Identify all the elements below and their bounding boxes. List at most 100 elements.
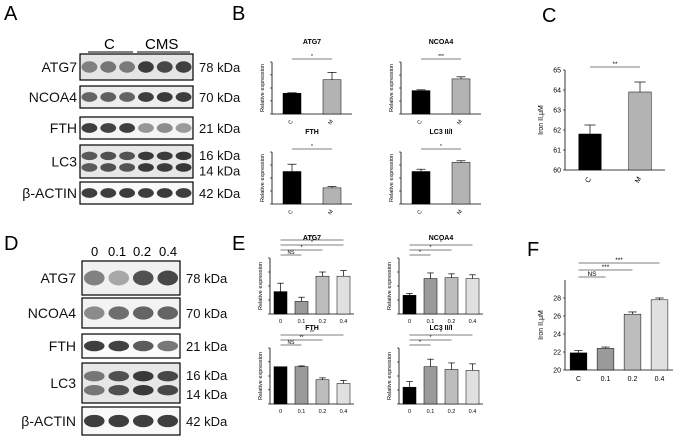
bar-c xyxy=(282,171,302,205)
chart-b-fth: FTH Relative expression C M * xyxy=(260,129,352,216)
blot-band-lc3-4-0 xyxy=(156,151,173,161)
blot-band-lc3-2-1 xyxy=(119,163,135,172)
protein-label-actin: β-ACTIN xyxy=(22,185,77,201)
blot-band-lc3-5-0 xyxy=(175,151,192,161)
category-label: 0.1 xyxy=(601,376,611,383)
y-axis-label: Iron II,μM xyxy=(538,105,545,135)
category-label: 0.1 xyxy=(298,319,306,325)
bar-m xyxy=(451,78,471,115)
blot-band-ncoa4-5-0 xyxy=(175,92,192,102)
protein-label-atg7: ATG7 xyxy=(40,270,76,286)
protein-label-lc3: LC3 xyxy=(50,375,76,391)
kda-label-lc3-0: 16 kDa xyxy=(199,148,241,163)
protein-label-fth: FTH xyxy=(49,338,76,354)
kda-label-actin-0: 42 kDa xyxy=(186,414,228,429)
significance-label: * xyxy=(311,54,313,60)
bar-0-4 xyxy=(465,370,480,405)
category-label: M xyxy=(456,209,464,216)
bar-0 xyxy=(273,291,288,315)
bar-0-4 xyxy=(336,275,351,315)
significance-label: * xyxy=(430,245,432,251)
y-axis-label: Relative expression xyxy=(387,352,393,400)
blot-strip-fth xyxy=(79,116,194,140)
blot-band-ncoa4-0-0 xyxy=(83,306,105,320)
y-axis-label: Relative expression xyxy=(389,154,395,202)
y-axis-label: Relative expression xyxy=(389,64,395,112)
bar-0-2 xyxy=(444,369,459,405)
panel-letter-f: F xyxy=(527,239,539,261)
chart-e-ncoa4: NCOA4 Relative expression 0 0.1 0.2 0.4 * * * xyxy=(387,235,483,325)
bar-c xyxy=(411,90,431,115)
blot-band-lc3-3-0 xyxy=(138,151,154,161)
significance-label: * xyxy=(419,340,421,346)
category-label: 0.2 xyxy=(319,409,327,415)
protein-label-lc3: LC3 xyxy=(51,154,77,170)
blot-band-atg7-2-0 xyxy=(119,61,135,73)
significance-label: NS xyxy=(288,250,296,256)
bar-0-1 xyxy=(294,301,309,315)
blot-strip-lc3 xyxy=(81,362,181,404)
category-label: 0 xyxy=(408,319,411,325)
blot-band-actin-1-0 xyxy=(100,188,117,198)
blot-band-lc3-1-0 xyxy=(100,151,117,161)
blot-strip-ncoa4 xyxy=(79,85,194,109)
blot-band-actin-5-0 xyxy=(175,188,192,198)
dose-label-0: 0 xyxy=(91,244,98,259)
bar-0 xyxy=(402,295,417,315)
significance-label: * xyxy=(419,250,421,256)
blot-band-ncoa4-4-0 xyxy=(156,92,173,102)
blot-band-fth-3-0 xyxy=(138,123,154,133)
significance-label: * xyxy=(440,144,442,150)
blot-band-lc3-2-0 xyxy=(132,371,154,382)
chart-e-fth: FTH Relative expression 0 0.1 0.2 0.4 NS ** ** xyxy=(258,325,354,415)
blot-band-ncoa4-2-0 xyxy=(132,306,154,320)
chart-title: LC3 II/I xyxy=(430,129,453,136)
significance-label: * xyxy=(311,144,313,150)
y-axis-label: Relative expression xyxy=(260,64,266,112)
significance-label: ** xyxy=(300,335,304,341)
category-label: 0 xyxy=(408,409,411,415)
blot-band-lc3-2-0 xyxy=(119,151,135,161)
blot-band-actin-1-0 xyxy=(108,414,130,428)
y-tick-label: 24 xyxy=(553,332,561,339)
protein-label-ncoa4: NCOA4 xyxy=(28,305,76,321)
blot-band-lc3-0-1 xyxy=(81,163,98,172)
category-label: C xyxy=(288,209,295,215)
kda-label-atg7-0: 78 kDa xyxy=(186,271,228,286)
blot-band-lc3-0-0 xyxy=(83,371,105,382)
blot-band-lc3-3-1 xyxy=(138,163,154,172)
y-tick-label: 60 xyxy=(553,168,561,175)
category-label: 0.1 xyxy=(298,409,306,415)
kda-label-fth-0: 21 kDa xyxy=(199,121,241,136)
chart-e-lc3-ii-i: LC3 II/I Relative expression 0 0.1 0.2 0.4 * * * xyxy=(387,325,483,415)
blot-band-ncoa4-3-0 xyxy=(138,92,154,102)
y-tick-label: 64 xyxy=(553,88,561,95)
category-label: M xyxy=(327,119,335,126)
kda-label-lc3-1: 14 kDa xyxy=(199,164,241,179)
chart-title: ATG7 xyxy=(303,235,321,242)
blot-band-lc3-3-0 xyxy=(157,371,179,382)
bar-0-2 xyxy=(444,277,459,315)
blot-band-atg7-1-0 xyxy=(100,61,117,73)
category-label: 0.4 xyxy=(469,409,477,415)
chart-title: ATG7 xyxy=(303,39,321,46)
western-blot-a: C CMS ATG7 78 kDa NCOA4 70 kDa FTH 21 kDa LC3 1… xyxy=(22,36,241,205)
bar-m xyxy=(451,162,471,205)
category-label: 0.2 xyxy=(319,319,327,325)
chart-b-atg7: ATG7 Relative expression C M * xyxy=(260,39,352,126)
blot-band-ncoa4-3-0 xyxy=(157,306,179,320)
category-label: 0.2 xyxy=(448,319,456,325)
significance-label: * xyxy=(440,240,442,246)
bar-0-2 xyxy=(623,313,642,371)
significance-label: * xyxy=(440,330,442,336)
blot-band-fth-4-0 xyxy=(156,123,173,133)
category-label: C xyxy=(288,119,295,125)
bar-0-4 xyxy=(465,278,480,315)
blot-band-atg7-0-0 xyxy=(83,270,105,286)
blot-strip-actin xyxy=(79,181,194,205)
bar-m xyxy=(322,187,342,205)
kda-label-ncoa4-0: 70 kDa xyxy=(199,90,241,105)
bar-0-1 xyxy=(596,348,615,371)
blot-band-lc3-1-1 xyxy=(100,163,117,172)
category-label: 0.2 xyxy=(448,409,456,415)
